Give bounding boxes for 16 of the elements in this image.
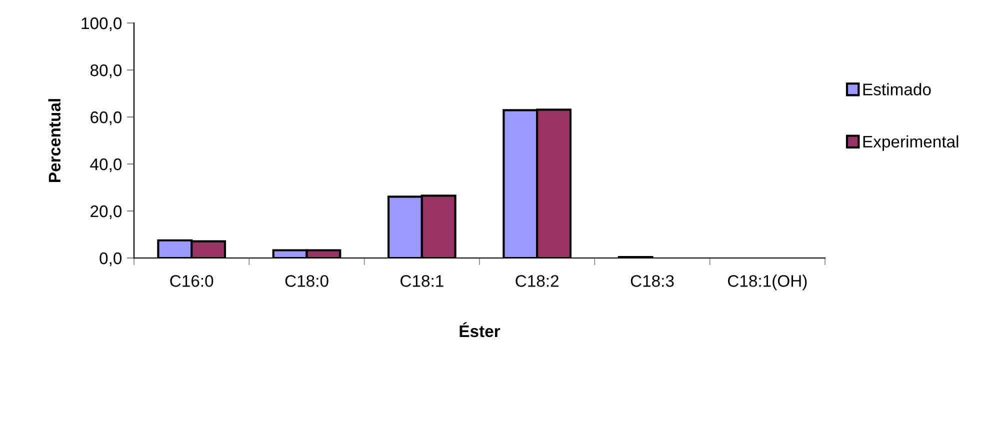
x-tick-label: C18:2 xyxy=(516,275,558,287)
x-tick-label: C16:0 xyxy=(170,275,214,287)
legend-label: Experimental xyxy=(863,135,958,151)
x-tick-label: C18:3 xyxy=(630,275,674,287)
y-tick-label: 100,0 xyxy=(82,17,122,32)
legend-label: Estimado xyxy=(863,83,931,96)
y-tick-label: 40,0 xyxy=(90,158,122,172)
x-tick-label: C18:0 xyxy=(285,275,328,287)
x-tick-label: C18:1 xyxy=(400,275,444,287)
y-tick-label: 60,0 xyxy=(90,111,122,126)
y-axis-title: Percentual xyxy=(48,99,61,182)
y-tick-label: 80,0 xyxy=(90,64,122,78)
y-tick-label: 20,0 xyxy=(90,205,122,220)
y-tick-label: 0,0 xyxy=(100,252,122,266)
x-axis-title: Éster xyxy=(460,322,500,338)
x-tick-label: C18:1(OH) xyxy=(728,274,807,290)
